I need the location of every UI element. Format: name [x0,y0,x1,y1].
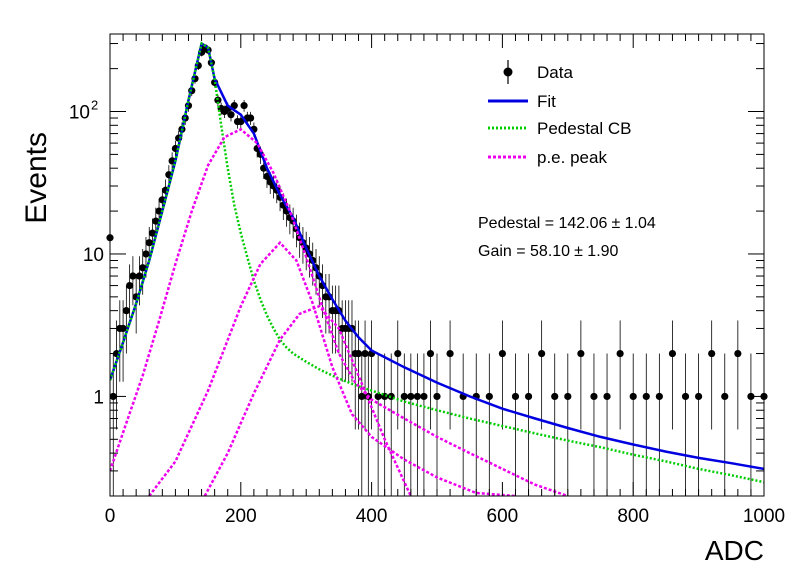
y-tick-label: 10 [83,245,104,266]
data-point [538,349,546,358]
annotation-gain-error: ± 1.90 [574,243,618,260]
annotation-gain: Gain = 58.10 ± 1.90 [478,243,619,260]
x-tick-label: 0 [105,506,116,527]
data-point [695,392,703,401]
data-point [122,307,130,315]
series-line-pedestal-cb [110,41,764,484]
data-point [708,349,716,358]
data-point [119,324,127,333]
data-point [551,392,559,401]
annotation-gain-value: Gain = 58.10 [478,243,570,260]
data-point [148,229,157,237]
data-point [681,392,690,401]
data-point [433,392,441,401]
y-axis-title: Events [20,132,53,224]
data-point [590,392,598,401]
x-tick-label: 600 [487,506,519,527]
data-point [361,349,369,358]
y-tick-label: 10 [69,103,90,124]
legend-label-pedestal-cb: Pedestal CB [537,119,632,138]
x-axis-title: ADC [705,535,764,566]
data-point [129,272,137,280]
data-point [446,349,454,358]
data-point [413,392,421,401]
data-point [263,172,271,181]
data-point [227,111,235,119]
data-point [139,264,147,272]
data-point [577,349,585,358]
x-tick-label: 400 [356,506,388,527]
y-tick-label-exponent: 2 [91,98,98,113]
data-point [400,392,408,401]
data-point [524,392,533,401]
data-point [498,349,506,358]
data-point [354,349,363,358]
fit-annotations: Pedestal = 142.06 ± 1.04 Gain = 58.10 ± 1.… [478,215,656,260]
data-point [564,392,572,401]
x-tick-label: 200 [225,506,257,527]
data-point [240,102,248,110]
annotation-pedestal-value: Pedestal = 142.06 [478,215,608,232]
legend: Data Fit Pedestal CB p.e. peak [488,60,632,167]
data-point [358,392,366,401]
data-point [142,250,150,258]
data-point [629,392,637,401]
y-tick-label: 1 [93,387,104,408]
series-line-pe-peak-3 [148,240,516,496]
annotation-pedestal: Pedestal = 142.06 ± 1.04 [478,215,656,232]
annotation-pedestal-error: ± 1.04 [611,215,655,232]
data-point [126,281,134,290]
data-point [135,272,144,280]
legend-label-data: Data [537,63,573,82]
x-tick-label: 1000 [743,506,785,527]
data-point [407,392,415,401]
series-layer [106,41,768,496]
data-point [247,114,255,122]
data-point [420,392,428,401]
legend-label-pe-peak: p.e. peak [537,148,607,167]
legend-marker-data [503,67,513,77]
x-tick-label: 800 [617,506,649,527]
data-point [603,392,611,401]
data-point [721,392,729,401]
data-point [152,217,160,225]
data-point [426,349,435,358]
data-point [145,239,153,247]
data-point [642,392,650,401]
data-point [374,392,382,401]
data-point [237,117,245,126]
data-point [616,349,624,358]
series-line-pe-peak-4 [203,304,412,496]
data-point [655,392,663,401]
data-point [734,349,742,358]
data-point [394,349,402,358]
data-point [485,392,493,401]
series-line-p-e-peak [110,127,569,496]
legend-label-fit: Fit [537,92,556,111]
data-point [214,96,222,104]
data-point [668,349,677,358]
data-point [511,392,520,401]
